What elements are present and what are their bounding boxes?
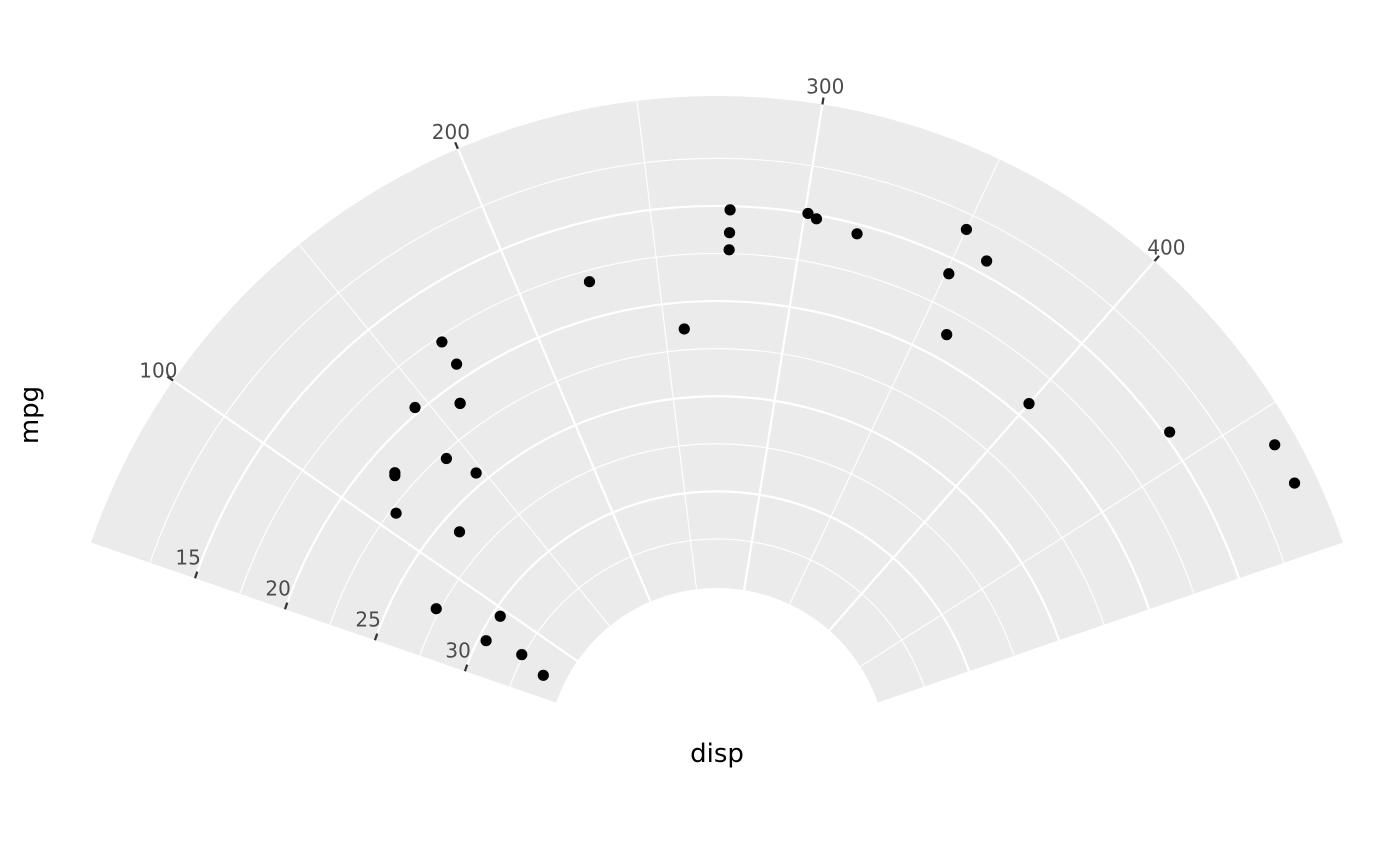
- data-point: [723, 244, 735, 256]
- data-point: [1023, 398, 1035, 410]
- minor-circular-gridline: [419, 443, 1015, 656]
- x-tick-mark: [166, 375, 174, 382]
- major-radial-gridline: [828, 260, 1156, 632]
- data-point: [453, 526, 466, 538]
- major-circular-gridline: [283, 299, 1151, 610]
- minor-radial-gridline: [298, 244, 611, 627]
- y-tick-label: 25: [355, 607, 380, 631]
- data-point: [537, 669, 549, 681]
- y-tick-label: 30: [445, 638, 470, 662]
- data-point: [436, 336, 448, 348]
- major-circular-gridline: [193, 204, 1241, 579]
- data-point: [440, 452, 452, 465]
- minor-circular-gridline: [329, 348, 1105, 625]
- data-point: [723, 227, 736, 239]
- y-tick-label: 20: [265, 576, 290, 600]
- data-point: [810, 213, 823, 225]
- data-point: [724, 204, 736, 216]
- x-tick-label: 100: [139, 358, 177, 382]
- data-point: [430, 603, 442, 615]
- data-point: [1269, 439, 1281, 451]
- data-point: [851, 228, 863, 240]
- minor-circular-gridline: [239, 253, 1195, 594]
- data-point: [943, 268, 955, 280]
- data-point: [450, 358, 463, 370]
- x-tick-mark: [454, 141, 459, 150]
- major-circular-gridline: [463, 490, 971, 672]
- data-point: [390, 507, 402, 519]
- minor-gridlines: [149, 100, 1285, 687]
- data-point: [470, 467, 482, 479]
- y-tick-mark: [283, 602, 289, 610]
- x-axis-title: disp: [690, 739, 744, 769]
- data-point: [494, 610, 506, 622]
- data-point: [1164, 426, 1176, 438]
- data-point: [802, 207, 814, 220]
- x-tick-label: 300: [806, 75, 844, 99]
- x-tick-mark: [821, 97, 825, 105]
- y-axis-title: mpg: [15, 386, 45, 444]
- minor-radial-gridline: [636, 100, 698, 590]
- data-point: [941, 329, 953, 341]
- data-point: [480, 635, 492, 647]
- x-tick-mark: [1153, 255, 1160, 262]
- data-point: [678, 323, 690, 335]
- minor-radial-gridline: [860, 401, 1276, 668]
- minor-circular-gridline: [149, 157, 1285, 563]
- minor-circular-gridline: [509, 538, 925, 687]
- x-tick-label: 200: [432, 120, 470, 144]
- data-point: [960, 223, 973, 236]
- data-point: [1288, 477, 1301, 489]
- data-point: [454, 397, 466, 409]
- data-point: [516, 649, 528, 661]
- y-tick-mark: [193, 571, 199, 579]
- major-gridlines: [172, 104, 1241, 672]
- y-tick-label: 15: [175, 545, 200, 569]
- data-point: [981, 255, 993, 267]
- major-circular-gridline: [373, 395, 1061, 641]
- x-tick-label: 400: [1147, 236, 1185, 260]
- major-radial-gridline: [742, 104, 824, 591]
- data-point: [409, 401, 421, 414]
- major-radial-gridline: [172, 379, 578, 662]
- y-tick-mark: [463, 664, 469, 672]
- plot-panel: [91, 96, 1343, 703]
- axis-ticks: 100 200 300 400 15 20 25 30: [139, 75, 1185, 672]
- data-point: [389, 467, 401, 479]
- y-tick-mark: [373, 633, 379, 641]
- data-point: [583, 276, 596, 288]
- data-points: [389, 204, 1301, 681]
- major-radial-gridline: [456, 148, 652, 602]
